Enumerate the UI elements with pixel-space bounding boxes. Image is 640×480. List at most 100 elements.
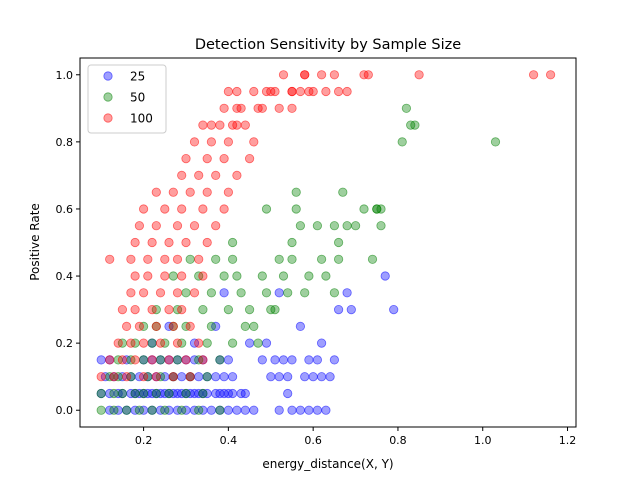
point-series-100: [164, 355, 174, 365]
point-series-100: [316, 70, 327, 80]
point-series-100: [295, 86, 305, 97]
axis-ticks: 0.2 0.4 0.6 0.8 1.0 1.2 0.0 0.2 0.4 0.6 0.8 1.0: [56, 69, 577, 447]
point-series-25: [219, 372, 229, 382]
point-series-100: [270, 86, 280, 97]
point-series-25: [389, 304, 399, 315]
point-series-100: [202, 187, 212, 197]
point-series-50: [139, 355, 149, 365]
point-series-25: [325, 372, 335, 382]
point-series-100: [545, 70, 556, 80]
point-series-50: [401, 103, 411, 113]
point-series-25: [278, 355, 289, 365]
point-series-25: [308, 372, 318, 382]
point-series-25: [304, 405, 314, 415]
point-series-100: [96, 372, 106, 382]
point-series-25: [333, 304, 344, 315]
x-tick-label: 0.8: [389, 434, 407, 447]
point-series-100: [215, 120, 225, 130]
legend-marker-50: [103, 92, 113, 102]
point-series-100: [223, 137, 233, 147]
point-series-100: [278, 70, 289, 80]
point-series-50: [321, 271, 331, 281]
point-series-50: [359, 204, 369, 214]
point-series-100: [219, 154, 229, 164]
point-series-50: [219, 271, 229, 281]
point-series-100: [177, 271, 187, 281]
point-series-25: [96, 355, 106, 365]
point-series-100: [198, 355, 208, 365]
x-tick-label: 1.2: [559, 434, 577, 447]
point-series-50: [342, 221, 352, 231]
point-series-100: [185, 187, 195, 197]
point-series-25: [240, 405, 250, 415]
x-tick-label: 0.4: [220, 434, 238, 447]
point-series-50: [198, 304, 208, 315]
point-series-100: [130, 237, 140, 248]
legend-label-100: 100: [130, 112, 153, 126]
point-series-50: [160, 405, 170, 415]
point-series-50: [490, 137, 501, 147]
point-series-100: [206, 120, 216, 130]
point-series-50: [333, 254, 344, 264]
point-series-100: [155, 338, 166, 348]
point-series-100: [126, 254, 136, 264]
point-series-100: [164, 304, 174, 315]
point-series-100: [122, 321, 132, 331]
point-series-50: [278, 271, 289, 281]
point-series-100: [189, 137, 200, 147]
point-series-100: [177, 204, 187, 214]
point-series-100: [194, 170, 204, 180]
point-series-100: [139, 204, 149, 214]
point-series-100: [185, 321, 195, 331]
point-series-25: [211, 372, 221, 382]
point-series-100: [189, 221, 200, 231]
point-series-50: [215, 355, 225, 365]
point-series-100: [168, 372, 178, 382]
point-series-100: [211, 170, 221, 180]
point-series-50: [283, 288, 293, 298]
point-series-100: [249, 86, 259, 97]
point-series-50: [228, 254, 238, 264]
chart-title: Detection Sensitivity by Sample Size: [195, 37, 461, 53]
y-axis-label: Positive Rate: [28, 203, 42, 281]
point-series-25: [346, 304, 356, 315]
point-series-100: [194, 338, 204, 348]
point-series-25: [312, 405, 322, 415]
point-series-100: [113, 338, 123, 348]
plot-frame: [79, 57, 577, 428]
point-series-50: [96, 405, 106, 415]
point-series-50: [228, 237, 238, 248]
point-series-50: [367, 254, 378, 264]
point-series-100: [147, 237, 157, 248]
point-series-100: [414, 70, 424, 80]
point-series-50: [202, 372, 212, 382]
point-series-50: [333, 237, 344, 248]
point-series-100: [134, 221, 144, 231]
point-series-25: [177, 372, 187, 382]
point-series-50: [329, 221, 339, 231]
point-series-50: [206, 288, 216, 298]
point-series-50: [261, 204, 272, 214]
point-series-50: [274, 254, 284, 264]
y-tick-label: 0.6: [56, 203, 74, 216]
point-series-100: [333, 86, 344, 97]
point-series-25: [274, 405, 284, 415]
point-series-50: [287, 254, 297, 264]
point-series-100: [198, 271, 208, 281]
point-series-100: [189, 288, 200, 298]
point-series-50: [232, 271, 242, 281]
point-series-25: [380, 271, 390, 281]
point-series-100: [151, 187, 161, 197]
point-series-100: [181, 237, 191, 248]
point-series-25: [206, 405, 216, 415]
point-series-100: [177, 304, 187, 315]
point-series-100: [211, 221, 221, 231]
point-series-25: [223, 355, 233, 365]
point-series-100: [168, 321, 178, 331]
point-series-25: [342, 288, 352, 298]
point-series-50: [270, 304, 280, 315]
point-series-50: [249, 321, 259, 331]
x-tick-label: 0.6: [304, 434, 322, 447]
point-series-100: [117, 355, 128, 365]
point-series-50: [185, 254, 195, 264]
